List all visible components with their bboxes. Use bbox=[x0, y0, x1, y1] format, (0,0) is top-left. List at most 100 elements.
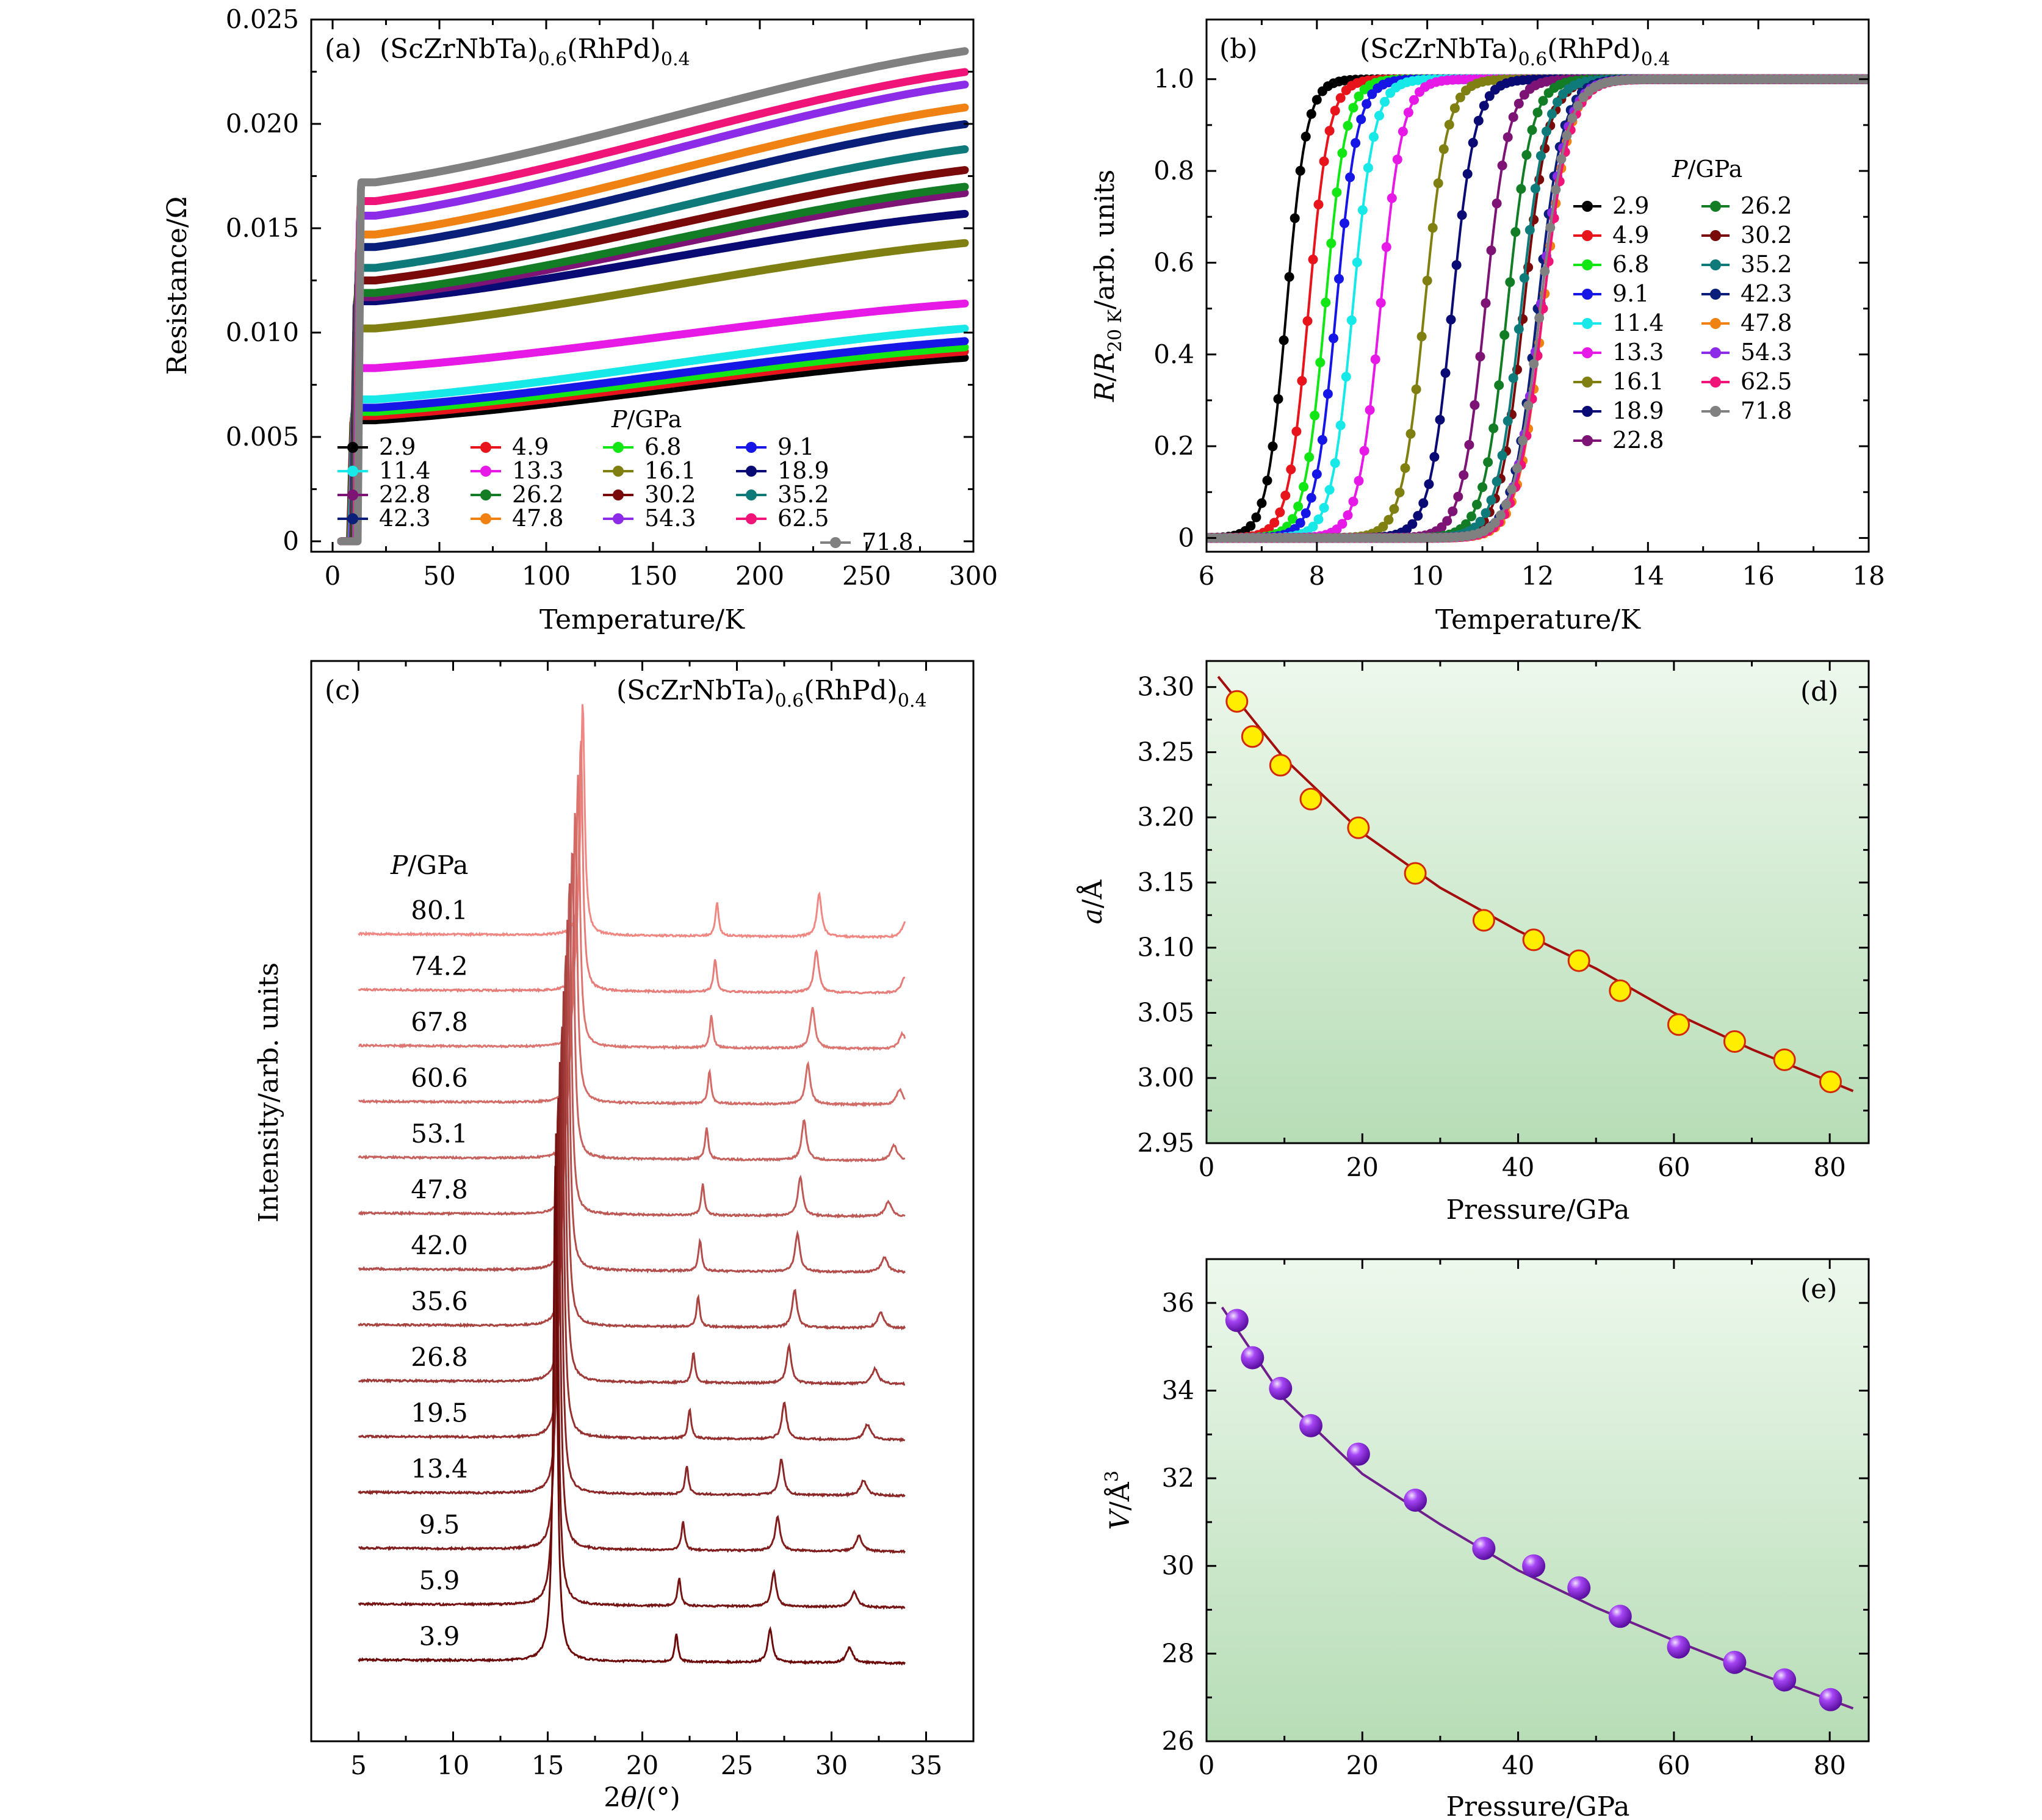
series-line-4.9 bbox=[337, 347, 969, 546]
panel-b-data bbox=[1207, 74, 1869, 543]
data-point bbox=[1306, 493, 1316, 503]
data-point bbox=[1295, 165, 1305, 176]
data-point bbox=[1324, 126, 1335, 136]
data-point bbox=[1437, 522, 1447, 532]
legend-marker-54.3 bbox=[1710, 347, 1721, 358]
legend-marker-35.2 bbox=[1710, 259, 1721, 270]
data-point bbox=[1497, 161, 1507, 171]
x-tick-label: 6 bbox=[1199, 561, 1215, 591]
legend-marker-4.9 bbox=[480, 442, 491, 453]
legend-marker-13.3 bbox=[480, 466, 491, 477]
data-point bbox=[1513, 324, 1524, 334]
x-tick-label: 25 bbox=[721, 1750, 753, 1780]
data-point bbox=[1494, 380, 1504, 391]
xrd-pattern-42.0 bbox=[358, 920, 906, 1274]
panel-a-ylabel: Resistance/Ω bbox=[162, 197, 193, 375]
data-point bbox=[1357, 205, 1368, 215]
legend-label-2.9: 2.9 bbox=[1612, 192, 1649, 219]
data-point bbox=[1365, 405, 1375, 415]
data-point bbox=[1462, 169, 1473, 179]
data-point bbox=[1280, 490, 1291, 500]
legend-marker-62.5 bbox=[1710, 377, 1721, 388]
x-tick-label: 18 bbox=[1852, 561, 1885, 591]
xrd-pressure-label: 42.0 bbox=[411, 1230, 468, 1260]
data-point bbox=[1346, 1442, 1370, 1466]
xrd-pattern-74.2 bbox=[358, 740, 906, 995]
x-tick-label: 20 bbox=[1346, 1750, 1379, 1780]
data-point bbox=[1378, 521, 1388, 532]
xrd-pressure-label: 80.1 bbox=[411, 895, 468, 925]
data-point bbox=[1332, 187, 1342, 198]
xrd-pattern-67.8 bbox=[358, 775, 906, 1052]
data-point bbox=[1341, 372, 1351, 382]
panel-c-xlabel: 2θ/(°) bbox=[604, 1782, 680, 1813]
series-line-42.3 bbox=[337, 120, 969, 546]
data-point bbox=[1409, 95, 1419, 105]
legend-marker-11.4 bbox=[347, 466, 358, 477]
y-tick-label: 0.010 bbox=[226, 317, 299, 347]
data-point bbox=[1356, 114, 1366, 125]
panel-c-label: (c) bbox=[325, 675, 361, 706]
data-point bbox=[1319, 156, 1329, 167]
data-point bbox=[1562, 131, 1572, 140]
panel-a-ticks: 0 50 100 150 200 250 300 0 0.005 0.010 0.015 0.020 0… bbox=[226, 4, 998, 591]
data-point bbox=[1472, 909, 1495, 932]
legend-label-30.2: 30.2 bbox=[1741, 222, 1792, 248]
legend-label-18.9: 18.9 bbox=[1612, 397, 1664, 424]
data-point bbox=[1530, 184, 1540, 193]
xrd-pattern-3.9 bbox=[358, 1166, 906, 1666]
data-point bbox=[1359, 446, 1369, 456]
data-point bbox=[1376, 298, 1386, 308]
panel-b-formula: (ScZrNbTa)0.6(RhPd)0.4 bbox=[1360, 34, 1670, 70]
legend-label-6.8: 6.8 bbox=[1612, 251, 1649, 278]
series-line-47.8 bbox=[337, 103, 969, 546]
data-point bbox=[1335, 420, 1346, 430]
data-point bbox=[1322, 389, 1333, 399]
data-point bbox=[1304, 452, 1315, 462]
data-point bbox=[1483, 457, 1493, 468]
legend-label-62.5: 62.5 bbox=[777, 505, 829, 532]
xrd-pattern-9.5 bbox=[358, 1097, 906, 1554]
x-tick-label: 40 bbox=[1502, 1152, 1534, 1182]
series-line-54.3 bbox=[337, 81, 969, 546]
xrd-pressure-label: 26.8 bbox=[411, 1342, 468, 1372]
data-point bbox=[1479, 101, 1489, 111]
data-point bbox=[1508, 112, 1518, 122]
legend-label-9.1: 9.1 bbox=[777, 433, 814, 460]
legend-label-35.2: 35.2 bbox=[777, 481, 829, 508]
y-tick-label: 0.020 bbox=[226, 109, 299, 139]
data-point bbox=[1343, 510, 1353, 521]
legend-label-4.9: 4.9 bbox=[1612, 222, 1649, 248]
data-point bbox=[1225, 1309, 1249, 1332]
data-point bbox=[1464, 439, 1474, 450]
data-point bbox=[1321, 297, 1331, 308]
data-point bbox=[1481, 508, 1491, 518]
y-tick-label: 3.10 bbox=[1137, 933, 1194, 962]
data-point bbox=[1553, 97, 1562, 107]
legend-marker-22.8 bbox=[347, 489, 358, 500]
data-point bbox=[1477, 482, 1488, 493]
legend-label-30.2: 30.2 bbox=[644, 481, 696, 508]
xrd-pressure-label: 47.8 bbox=[411, 1175, 468, 1205]
data-point bbox=[1551, 184, 1561, 195]
legend-marker-62.5 bbox=[746, 513, 757, 524]
data-point bbox=[1773, 1668, 1797, 1692]
data-point bbox=[1433, 178, 1443, 189]
data-point bbox=[1337, 519, 1348, 529]
legend-label-6.8: 6.8 bbox=[644, 433, 681, 460]
legend-label-71.8: 71.8 bbox=[862, 529, 914, 555]
data-point bbox=[1313, 200, 1324, 210]
y-tick-label: 28 bbox=[1162, 1638, 1194, 1668]
data-point bbox=[1291, 426, 1302, 436]
panel-d-lattice-parameter: 0 20 40 60 80 2.95 3.00 3.05 3.10 3.15 3.20 3.25 3.3… bbox=[1076, 660, 1870, 1226]
data-point bbox=[1411, 384, 1421, 394]
legend-label-18.9: 18.9 bbox=[777, 457, 829, 484]
y-tick-label: 0 bbox=[1178, 522, 1194, 552]
data-point bbox=[1473, 115, 1484, 126]
legend-label-62.5: 62.5 bbox=[1741, 368, 1792, 395]
x-tick-label: 20 bbox=[1346, 1152, 1379, 1182]
data-point bbox=[1608, 1605, 1632, 1628]
legend-marker-18.9 bbox=[1582, 406, 1593, 417]
data-point bbox=[1299, 787, 1322, 811]
